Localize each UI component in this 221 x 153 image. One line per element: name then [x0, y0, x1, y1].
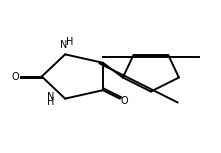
Text: O: O	[11, 71, 19, 82]
Text: O: O	[121, 96, 128, 106]
Text: H: H	[47, 97, 55, 107]
Text: N: N	[47, 92, 55, 103]
Text: N: N	[60, 40, 68, 50]
Text: H: H	[66, 37, 73, 47]
